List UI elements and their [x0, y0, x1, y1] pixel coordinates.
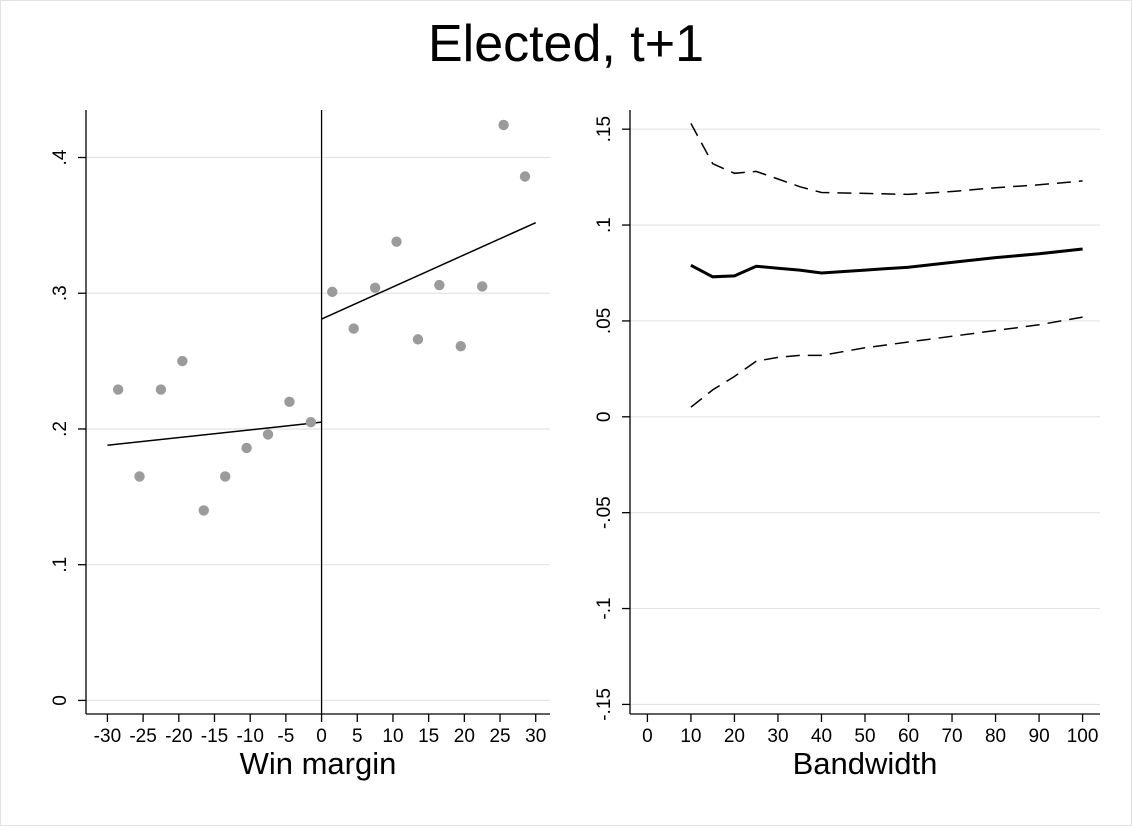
left-panel-y-tick-label: .1	[50, 557, 71, 573]
scatter-point	[327, 286, 338, 298]
left-panel-x-tick-label: -5	[277, 726, 294, 747]
scatter-point	[476, 281, 488, 292]
left-panel-y-tick-label: .3	[50, 285, 71, 301]
scatter-point	[155, 384, 167, 395]
left-panel-x-tick-label: -30	[94, 726, 121, 747]
right-panel-y-tick-label: -.15	[594, 688, 615, 721]
right-panel-y-tick-label: .15	[594, 116, 615, 142]
right-panel-y-tick-label: -.1	[594, 597, 615, 619]
left-panel-x-tick-label: -15	[201, 726, 228, 747]
scatter-point	[498, 119, 509, 131]
right-panel-x-axis-label: Bandwidth	[793, 746, 938, 781]
scatter-point	[434, 279, 445, 291]
scatter-point	[198, 505, 209, 516]
estimate-line	[690, 247, 1083, 279]
confidence-band-line	[690, 123, 1083, 196]
left-panel-x-tick-label: 10	[382, 726, 403, 747]
scatter-point	[369, 282, 381, 294]
right-panel-x-tick-label: 10	[680, 726, 701, 747]
right-panel-x-tick-label: 60	[898, 726, 919, 747]
left-panel-x-tick-label: -25	[129, 726, 156, 747]
scatter-point	[519, 171, 531, 182]
left-panel-x-tick-label: 5	[352, 726, 363, 747]
right-panel-x-tick-label: 80	[985, 726, 1006, 747]
scatter-point	[412, 334, 424, 345]
right-panel-y-tick-label: 0	[594, 412, 615, 423]
left-panel-y-tick-label: .4	[50, 149, 71, 165]
fit-line	[107, 421, 322, 446]
right-panel-x-tick-label: 30	[767, 726, 788, 747]
scatter-point	[241, 442, 252, 454]
left-panel-x-tick-label: 20	[454, 726, 475, 747]
right-panel-x-tick-label: 40	[811, 726, 832, 747]
right-panel-x-tick-label: 100	[1067, 726, 1099, 747]
scatter-point	[348, 323, 359, 334]
scatter-point	[177, 355, 188, 367]
scatter-point	[112, 384, 124, 395]
scatter-point	[391, 236, 402, 247]
scatter-point	[455, 340, 466, 352]
scatter-point	[262, 429, 274, 440]
left-panel-y-tick-label: .2	[50, 421, 71, 437]
right-panel-x-tick-label: 90	[1029, 726, 1050, 747]
right-panel-y-tick-label: -.05	[594, 496, 615, 529]
right-panel-y-tick-label: .1	[594, 217, 615, 233]
confidence-band-line	[690, 316, 1083, 408]
right-panel-x-tick-label: 20	[724, 726, 745, 747]
scatter-point	[220, 471, 231, 482]
left-panel-x-tick-label: 15	[418, 726, 439, 747]
left-panel-x-axis-label: Win margin	[240, 746, 397, 781]
left-panel-x-tick-label: 0	[316, 726, 327, 747]
left-panel-x-tick-label: 30	[525, 726, 546, 747]
right-panel-y-tick-label: .05	[594, 308, 615, 334]
scatter-point	[305, 416, 317, 428]
scatter-point	[134, 471, 145, 482]
figure-title: Elected, t+1	[427, 15, 705, 73]
left-panel-x-tick-label: -20	[165, 726, 192, 747]
left-panel-x-tick-label: -10	[236, 726, 263, 747]
left-panel-x-tick-label: 25	[489, 726, 510, 747]
right-panel-x-tick-label: 50	[854, 726, 875, 747]
right-panel-x-tick-label: 0	[642, 726, 653, 747]
fit-line	[321, 221, 537, 320]
right-panel-x-tick-label: 70	[941, 726, 962, 747]
left-panel-y-tick-label: 0	[50, 695, 71, 706]
scatter-point	[284, 396, 295, 408]
